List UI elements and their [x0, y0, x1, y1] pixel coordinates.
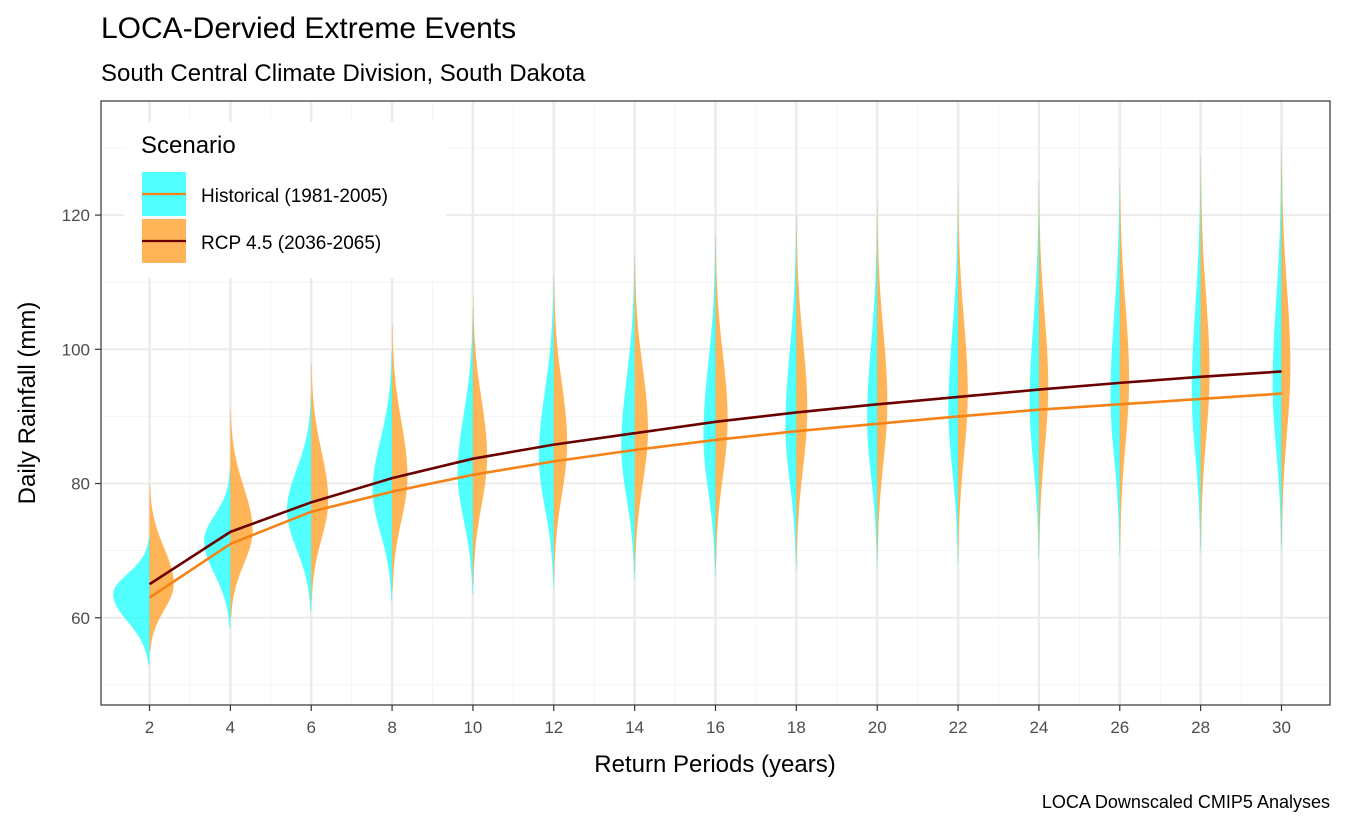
- legend: Scenario Historical (1981-2005) RCP 4.5 …: [124, 122, 446, 278]
- x-tick-label: 4: [226, 718, 235, 737]
- legend-title: Scenario: [141, 132, 236, 159]
- y-tick-label: 100: [62, 340, 90, 359]
- x-tick-label: 16: [706, 718, 725, 737]
- violin-historical: [372, 349, 393, 601]
- violin-historical: [867, 208, 878, 568]
- x-tick-label: 6: [306, 718, 315, 737]
- violin-historical: [1029, 181, 1039, 561]
- violin-rcp45: [1038, 181, 1049, 554]
- x-tick-label: 8: [387, 718, 396, 737]
- y-axis-label: Daily Rainfall (mm): [14, 302, 41, 505]
- y-axis-ticks: 60 80 100 120: [62, 206, 101, 628]
- violins: [113, 141, 1291, 665]
- violin-historical: [538, 275, 554, 588]
- x-tick-label: 26: [1110, 718, 1129, 737]
- x-tick-label: 10: [463, 718, 482, 737]
- x-tick-label: 14: [625, 718, 644, 737]
- violin-rcp45: [1281, 141, 1291, 544]
- violin-historical: [703, 235, 716, 578]
- x-tick-label: 28: [1191, 718, 1210, 737]
- x-tick-label: 18: [787, 718, 806, 737]
- legend-label-rcp45: RCP 4.5 (2036-2065): [201, 233, 381, 254]
- violin-historical: [457, 309, 473, 595]
- violin-historical: [286, 396, 312, 612]
- violin-historical: [1272, 147, 1282, 551]
- violin-rcp45: [958, 188, 968, 558]
- violin-historical: [1191, 154, 1201, 554]
- x-tick-label: 24: [1029, 718, 1048, 737]
- violin-rcp45: [392, 322, 408, 591]
- violin-rcp45: [230, 409, 253, 618]
- violin-historical: [785, 215, 797, 571]
- x-tick-label: 20: [868, 718, 887, 737]
- y-tick-label: 120: [62, 206, 90, 225]
- x-axis-label: Return Periods (years): [594, 751, 835, 778]
- x-axis-ticks: 2 4 6 8 10 12 14 16 18 20 22 24 26 28 30: [145, 705, 1291, 737]
- violin-rcp45: [149, 483, 174, 652]
- violin-rcp45: [553, 275, 568, 578]
- legend-label-historical: Historical (1981-2005): [201, 186, 388, 207]
- violin-rcp45: [877, 201, 888, 561]
- violin-rcp45: [796, 215, 808, 565]
- violin-historical: [1110, 168, 1120, 558]
- line-rcp45: [148, 370, 1282, 586]
- median-lines: [148, 370, 1282, 599]
- chart-subtitle: South Central Climate Division, South Da…: [101, 60, 586, 87]
- violin-historical: [621, 255, 635, 581]
- violin-rcp45: [1119, 168, 1130, 551]
- violin-rcp45: [311, 362, 329, 601]
- x-tick-label: 12: [544, 718, 563, 737]
- chart-caption: LOCA Downscaled CMIP5 Analyses: [1042, 792, 1330, 812]
- x-tick-label: 22: [949, 718, 968, 737]
- violin-historical: [204, 470, 231, 628]
- violin-rcp45: [1200, 154, 1210, 548]
- chart-title: LOCA-Dervied Extreme Events: [101, 12, 516, 45]
- y-tick-label: 80: [71, 475, 90, 494]
- y-tick-label: 60: [71, 609, 90, 628]
- x-tick-label: 2: [145, 718, 154, 737]
- line-historical: [148, 392, 1282, 599]
- x-tick-label: 30: [1272, 718, 1291, 737]
- violin-rcp45: [634, 255, 648, 571]
- violin-rcp45: [715, 235, 728, 568]
- violin-rcp45: [472, 295, 488, 585]
- violin-historical: [113, 537, 150, 665]
- violin-historical: [948, 194, 959, 565]
